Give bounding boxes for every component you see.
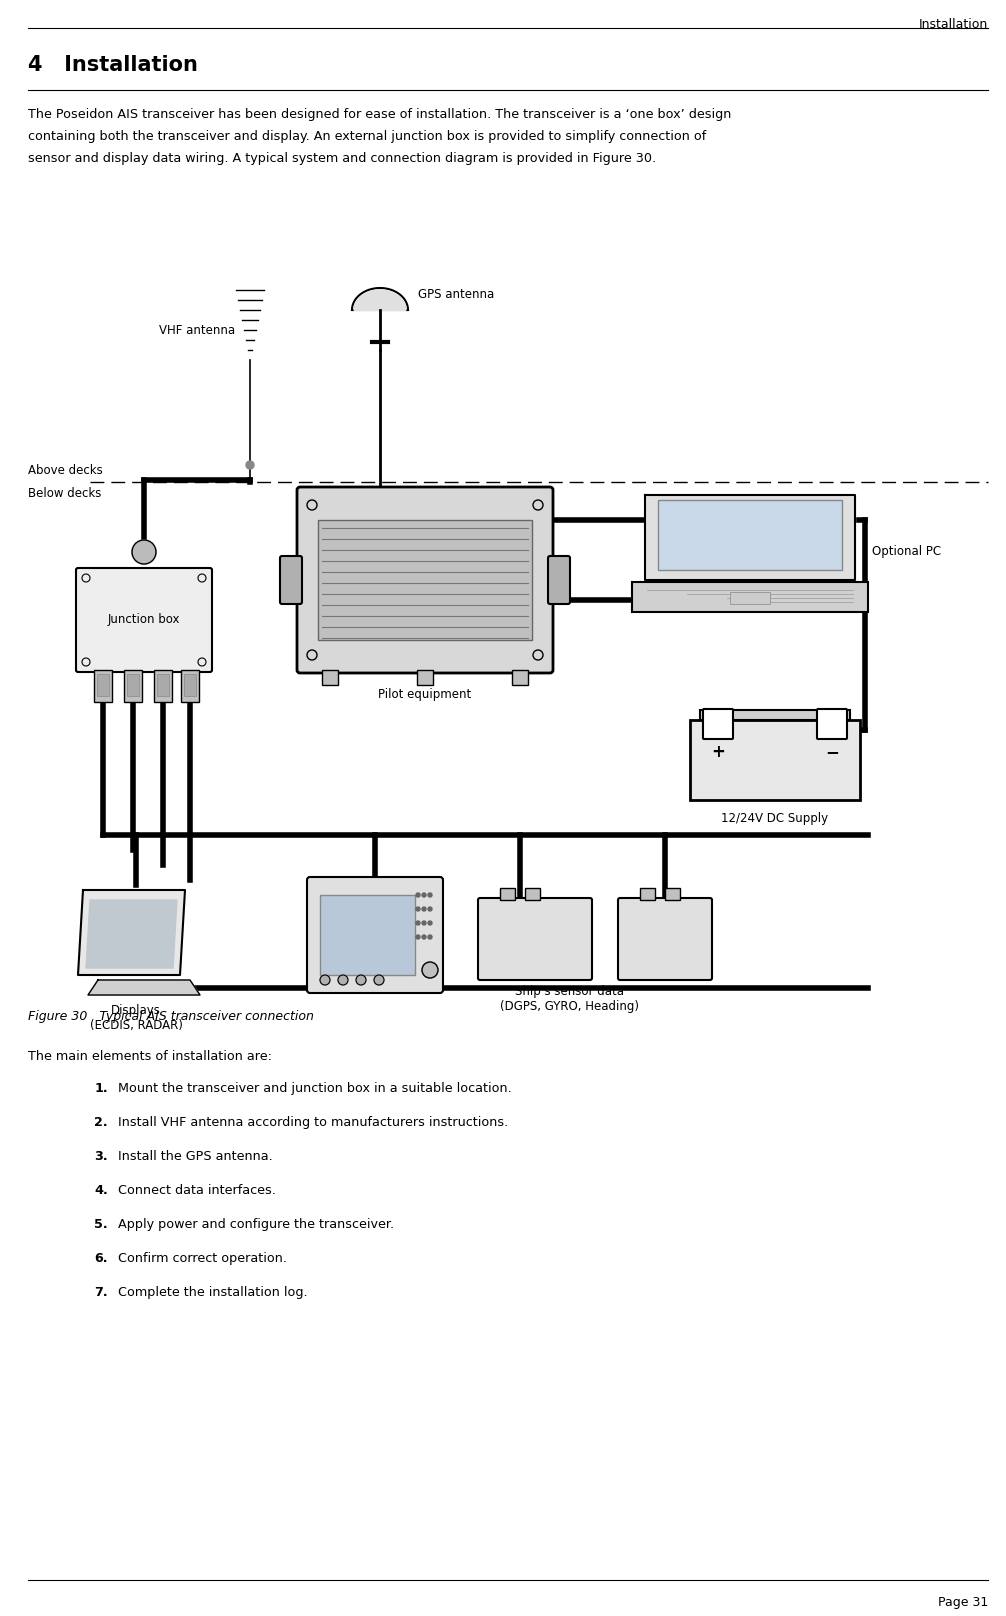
Text: Pilot equipment: Pilot equipment: [378, 688, 472, 701]
Bar: [318, 520, 532, 640]
Text: Above decks: Above decks: [28, 464, 103, 477]
Circle shape: [428, 894, 432, 897]
Circle shape: [246, 461, 254, 469]
Text: Install VHF antenna according to manufacturers instructions.: Install VHF antenna according to manufac…: [118, 1117, 508, 1130]
Bar: [184, 674, 196, 696]
Polygon shape: [88, 979, 200, 995]
Bar: [322, 671, 338, 685]
Text: 4   Installation: 4 Installation: [28, 55, 198, 74]
Bar: [127, 674, 139, 696]
Circle shape: [416, 921, 420, 924]
Text: 12/24V DC Supply: 12/24V DC Supply: [721, 811, 829, 826]
Text: The Poseidon AIS transceiver has been designed for ease of installation. The tra: The Poseidon AIS transceiver has been de…: [28, 108, 731, 121]
Bar: [525, 889, 540, 900]
Polygon shape: [645, 494, 855, 580]
Text: VHF antenna: VHF antenna: [159, 323, 235, 336]
FancyBboxPatch shape: [280, 556, 302, 604]
Bar: [730, 591, 770, 604]
Text: Below decks: Below decks: [28, 486, 102, 499]
FancyBboxPatch shape: [618, 898, 712, 979]
Text: Page 31: Page 31: [938, 1597, 988, 1610]
Text: −: −: [825, 743, 839, 761]
Circle shape: [338, 974, 348, 986]
Bar: [665, 889, 680, 900]
Bar: [97, 674, 109, 696]
Bar: [700, 709, 850, 721]
Bar: [632, 582, 868, 612]
Text: 6.: 6.: [95, 1252, 108, 1265]
Text: containing both the transceiver and display. An external junction box is provide: containing both the transceiver and disp…: [28, 129, 706, 142]
Circle shape: [422, 894, 426, 897]
Circle shape: [422, 962, 438, 978]
FancyBboxPatch shape: [297, 486, 553, 672]
Circle shape: [428, 936, 432, 939]
FancyBboxPatch shape: [307, 877, 443, 992]
Circle shape: [132, 540, 156, 564]
Text: The main elements of installation are:: The main elements of installation are:: [28, 1050, 272, 1063]
Text: 4.: 4.: [95, 1185, 108, 1197]
Bar: [154, 671, 172, 701]
Text: Connect data interfaces.: Connect data interfaces.: [118, 1185, 276, 1197]
Circle shape: [428, 907, 432, 911]
Text: Confirm correct operation.: Confirm correct operation.: [118, 1252, 287, 1265]
Bar: [690, 721, 860, 800]
Text: Complete the installation log.: Complete the installation log.: [118, 1286, 308, 1299]
Text: +: +: [711, 743, 725, 761]
Text: Displays
(ECDIS, RADAR): Displays (ECDIS, RADAR): [90, 1004, 182, 1033]
Polygon shape: [86, 900, 177, 968]
Circle shape: [422, 921, 426, 924]
Text: Optional PC: Optional PC: [872, 545, 942, 558]
Text: sensor and display data wiring. A typical system and connection diagram is provi: sensor and display data wiring. A typica…: [28, 152, 656, 165]
Bar: [181, 671, 199, 701]
Bar: [658, 499, 842, 570]
Polygon shape: [78, 890, 185, 974]
Text: Install the GPS antenna.: Install the GPS antenna.: [118, 1151, 273, 1164]
FancyBboxPatch shape: [478, 898, 592, 979]
Bar: [94, 671, 112, 701]
Bar: [320, 895, 415, 974]
FancyBboxPatch shape: [76, 567, 212, 672]
Circle shape: [416, 894, 420, 897]
FancyBboxPatch shape: [703, 709, 733, 739]
Text: Installation: Installation: [918, 18, 988, 31]
Circle shape: [356, 974, 366, 986]
Text: Figure 30   Typical AIS transceiver connection: Figure 30 Typical AIS transceiver connec…: [28, 1010, 314, 1023]
Bar: [417, 671, 433, 685]
Text: Ship’s sensor data
(DGPS, GYRO, Heading): Ship’s sensor data (DGPS, GYRO, Heading): [501, 986, 640, 1013]
Bar: [500, 889, 515, 900]
Bar: [512, 671, 528, 685]
Circle shape: [428, 921, 432, 924]
Polygon shape: [354, 289, 406, 310]
Bar: [124, 671, 142, 701]
Text: 5.: 5.: [95, 1218, 108, 1231]
FancyBboxPatch shape: [548, 556, 570, 604]
Text: Junction box: Junction box: [108, 614, 180, 627]
Text: Apply power and configure the transceiver.: Apply power and configure the transceive…: [118, 1218, 394, 1231]
Text: GPS antenna: GPS antenna: [418, 289, 494, 302]
Circle shape: [374, 974, 384, 986]
Circle shape: [422, 907, 426, 911]
Text: Mount the transceiver and junction box in a suitable location.: Mount the transceiver and junction box i…: [118, 1083, 512, 1096]
Circle shape: [416, 907, 420, 911]
Text: 7.: 7.: [95, 1286, 108, 1299]
Text: 3.: 3.: [95, 1151, 108, 1164]
Circle shape: [416, 936, 420, 939]
Text: 1.: 1.: [95, 1083, 108, 1096]
Bar: [640, 889, 655, 900]
FancyBboxPatch shape: [817, 709, 847, 739]
Circle shape: [320, 974, 330, 986]
Circle shape: [422, 936, 426, 939]
Text: 2.: 2.: [95, 1117, 108, 1130]
Bar: [157, 674, 169, 696]
